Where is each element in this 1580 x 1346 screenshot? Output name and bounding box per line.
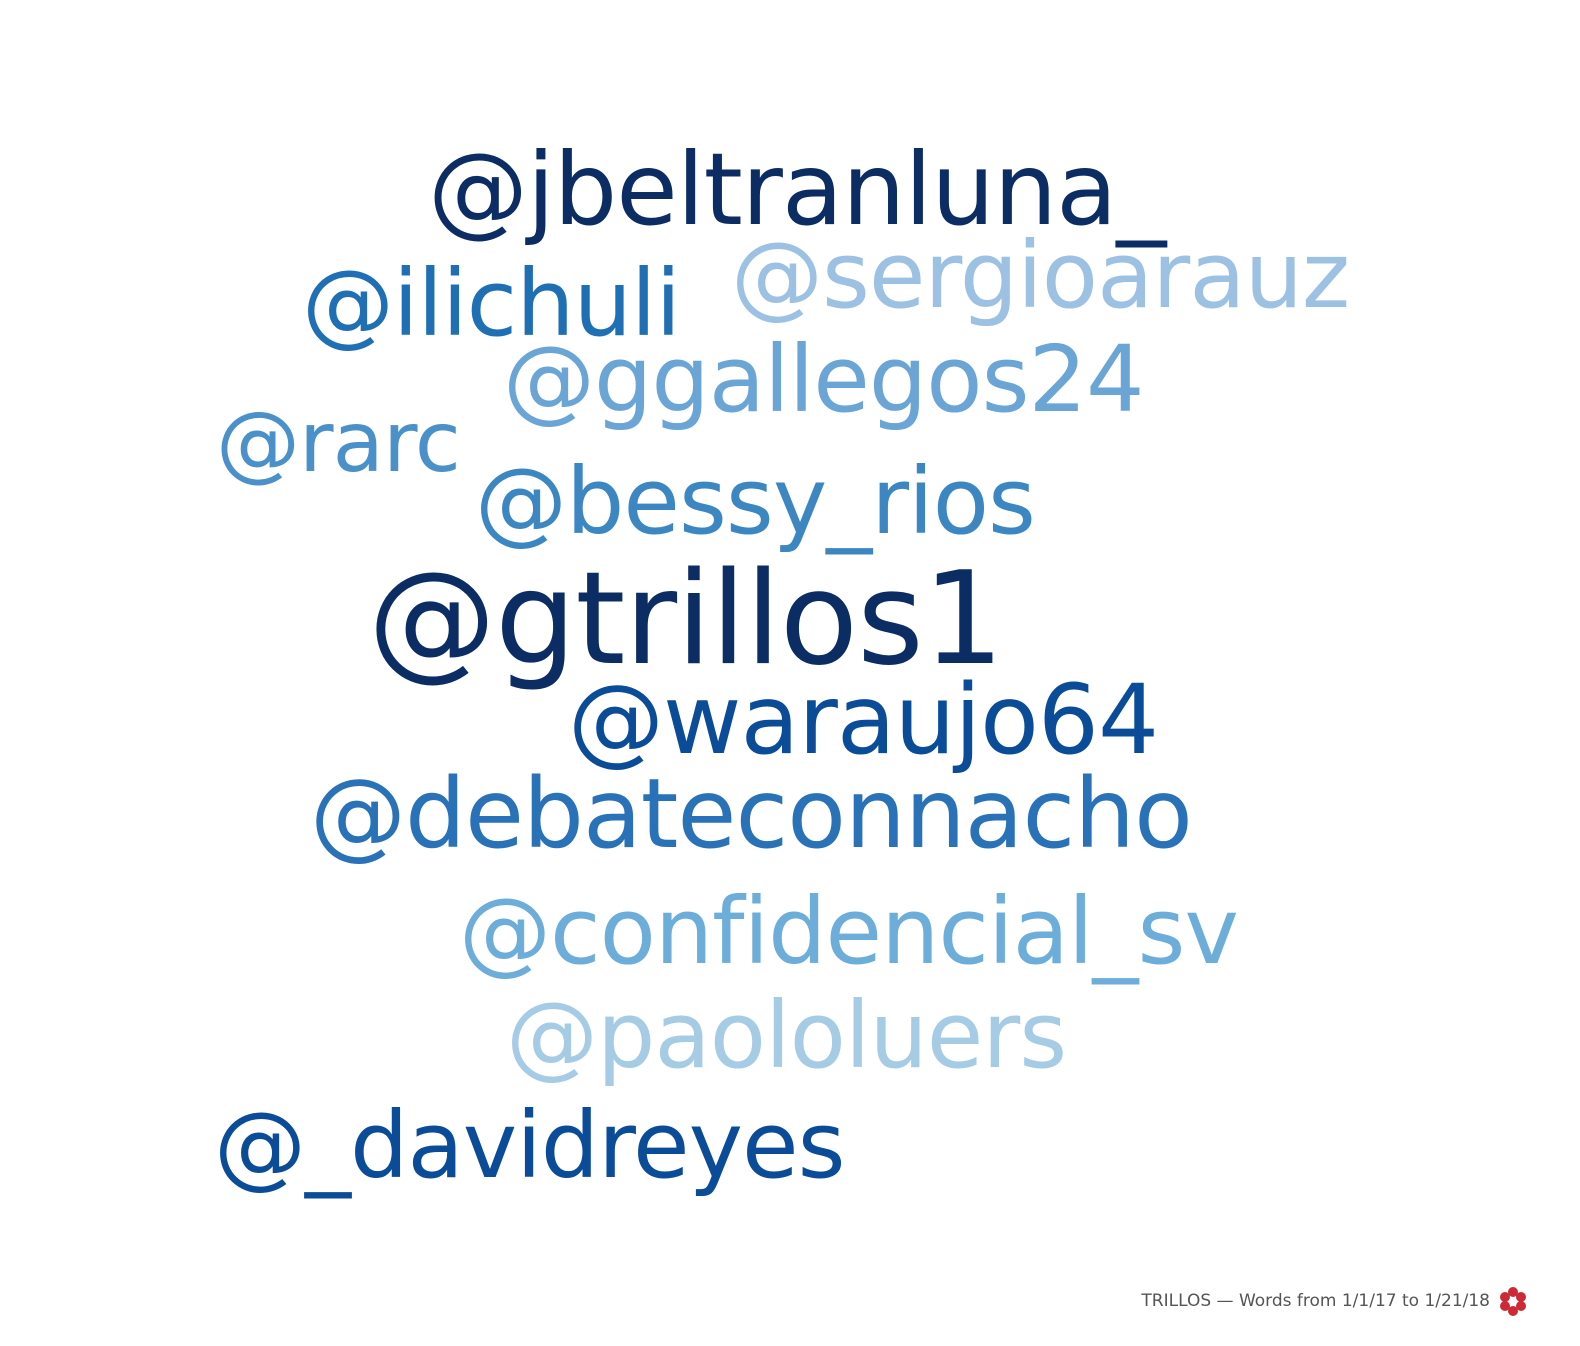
word-waraujo64[interactable]: @waraujo64 (568, 664, 1159, 776)
word-sergioarauz[interactable]: @sergioarauz (731, 222, 1350, 329)
word-confidencial-sv[interactable]: @confidencial_sv (459, 878, 1239, 985)
word-debateconnacho[interactable]: @debateconnacho (310, 758, 1193, 870)
word-rarc[interactable]: @rarc (216, 393, 461, 491)
word-ggallegos24[interactable]: @ggallegos24 (503, 326, 1145, 433)
word-ilichuli[interactable]: @ilichuli (302, 250, 681, 357)
word-jbeltranluna[interactable]: @jbeltranluna_ (428, 131, 1166, 248)
word-paololuers[interactable]: @paololuers (506, 982, 1067, 1089)
flower-logo-icon (1500, 1287, 1526, 1316)
footer-caption: TRILLOS — Words from 1/1/17 to 1/21/18 (1141, 1286, 1528, 1316)
footer-caption-text: TRILLOS — Words from 1/1/17 to 1/21/18 (1141, 1291, 1490, 1311)
word-davidreyes[interactable]: @_davidreyes (214, 1092, 846, 1199)
word-bessy-rios[interactable]: @bessy_rios (475, 448, 1036, 555)
word-gtrillos1[interactable]: @gtrillos1 (368, 545, 1004, 694)
